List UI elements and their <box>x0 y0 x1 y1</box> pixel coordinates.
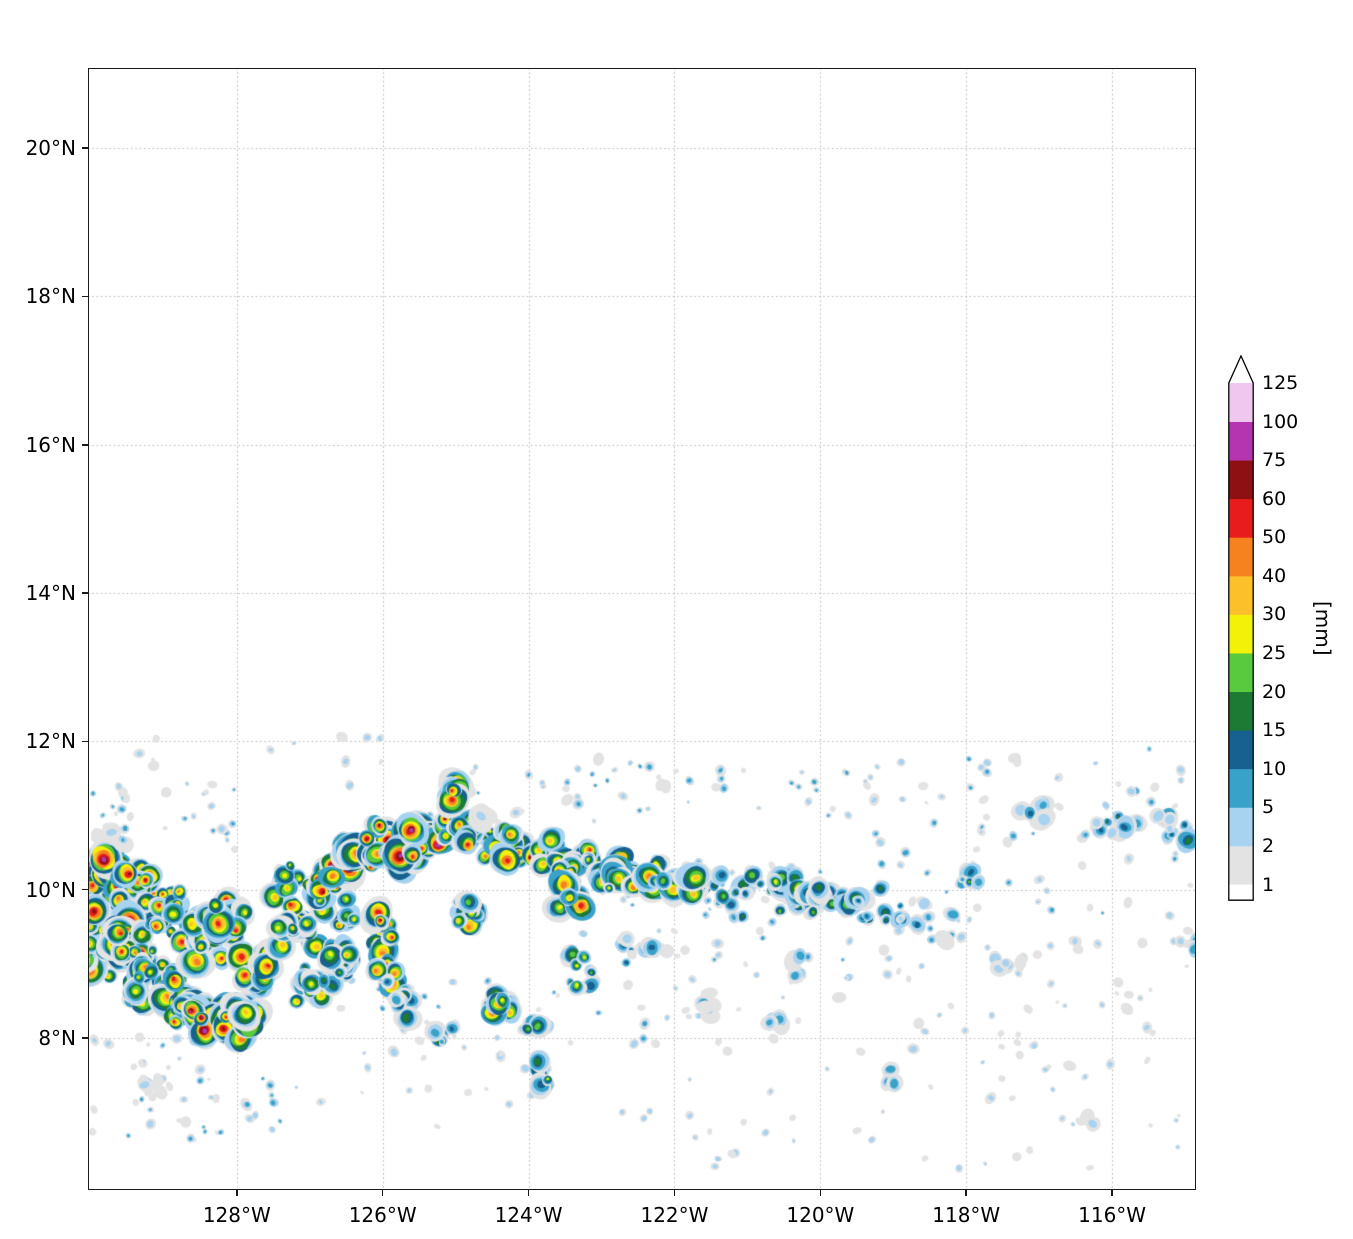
y-tick-mark <box>82 1037 88 1039</box>
colorbar-tick-label: 125 <box>1262 372 1299 394</box>
colorbar-tick-label: 60 <box>1262 487 1287 510</box>
colorbar-tick-label: 2 <box>1262 834 1275 857</box>
x-tick-label: 126°W <box>348 1203 417 1227</box>
colorbar <box>1228 354 1254 901</box>
x-tick-mark <box>236 1190 238 1196</box>
x-tick-label: 122°W <box>640 1203 709 1227</box>
y-tick-label: 8°N <box>38 1025 76 1050</box>
colorbar-tick-label: 75 <box>1262 449 1287 472</box>
y-tick-label: 12°N <box>25 729 76 754</box>
y-tick-mark <box>82 888 88 891</box>
x-tick-mark <box>673 1190 676 1196</box>
x-tick-mark <box>527 1190 530 1196</box>
colorbar-tick-label: 25 <box>1262 642 1287 665</box>
y-tick-mark <box>82 592 88 594</box>
colorbar-tick-label: 1 <box>1262 873 1275 896</box>
y-tick-mark <box>82 295 88 298</box>
x-tick-mark <box>381 1190 384 1196</box>
x-tick-mark <box>965 1190 968 1196</box>
y-tick-mark <box>82 740 88 743</box>
precipitation-field-canvas <box>88 68 1196 1190</box>
colorbar-tick-label: 10 <box>1262 757 1287 780</box>
x-tick-mark <box>819 1190 822 1196</box>
y-tick-label: 16°N <box>25 432 76 457</box>
colorbar-unit-label: [mm] <box>1311 601 1335 656</box>
colorbar-tick-label: 100 <box>1262 410 1299 433</box>
x-tick-label: 124°W <box>494 1203 563 1227</box>
map-plot-area <box>88 68 1196 1190</box>
x-tick-label: 128°W <box>202 1203 271 1227</box>
y-tick-mark <box>82 147 88 149</box>
y-tick-label: 20°N <box>25 136 76 161</box>
colorbar-tick-label: 15 <box>1262 719 1287 742</box>
colorbar-tick-label: 5 <box>1262 796 1275 819</box>
y-tick-mark <box>82 443 88 446</box>
y-tick-label: 10°N <box>25 877 76 902</box>
y-tick-label: 18°N <box>25 284 76 309</box>
colorbar-tick-label: 30 <box>1262 603 1287 626</box>
colorbar-tick-label: 50 <box>1262 526 1287 549</box>
x-tick-label: 116°W <box>1078 1203 1147 1227</box>
colorbar-tick-label: 40 <box>1262 564 1287 587</box>
x-tick-label: 118°W <box>932 1203 1001 1227</box>
y-tick-label: 14°N <box>25 581 76 606</box>
x-tick-mark <box>1111 1190 1113 1196</box>
colorbar-tick-label: 20 <box>1262 680 1287 703</box>
x-tick-label: 120°W <box>786 1203 855 1227</box>
colorbar-gradient <box>1228 354 1254 901</box>
